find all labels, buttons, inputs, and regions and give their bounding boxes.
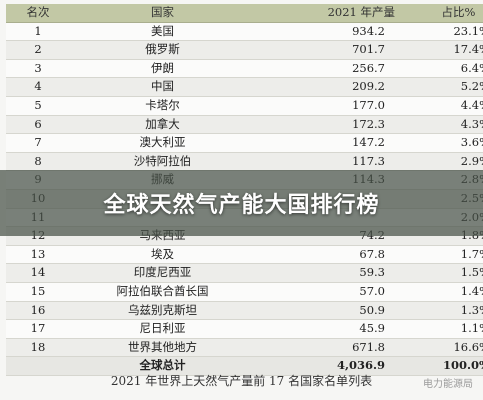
share-cell: 23.1% (421, 22, 483, 42)
share-cell: 5.2% (421, 77, 483, 97)
share-cell: 1.4% (421, 282, 483, 302)
country-cell: 卡塔尔 (70, 96, 255, 116)
rank-cell: 4 (6, 77, 70, 97)
watermark: 电力能源局 (423, 379, 473, 390)
rank-cell: 3 (6, 59, 70, 79)
total-production: 4,036.9 (255, 356, 421, 376)
production-cell: 57.0 (255, 282, 421, 302)
header-country: 国家 (70, 4, 255, 23)
country-cell: 乌兹别克斯坦 (70, 301, 255, 321)
production-cell: 701.7 (255, 40, 421, 60)
country-cell: 世界其他地方 (70, 338, 255, 358)
country-cell: 加拿大 (70, 115, 255, 135)
total-label: 全球总计 (70, 356, 255, 376)
production-cell: 177.0 (255, 96, 421, 116)
production-cell: 67.8 (255, 245, 421, 265)
production-cell: 671.8 (255, 338, 421, 358)
share-cell: 1.1% (421, 319, 483, 339)
total-rank-cell (6, 356, 70, 376)
rank-cell: 14 (6, 263, 70, 283)
production-cell: 209.2 (255, 77, 421, 97)
country-cell: 美国 (70, 22, 255, 42)
banner-title: 全球天然气产能大国排行榜 (103, 193, 380, 218)
table-caption: 2021 年世界上天然气产量前 17 名国家名单列表 (110, 374, 373, 388)
rank-cell: 7 (6, 133, 70, 153)
production-cell: 45.9 (255, 319, 421, 339)
share-cell: 6.4% (421, 59, 483, 79)
country-cell: 沙特阿拉伯 (70, 152, 255, 172)
share-cell: 16.6% (421, 338, 483, 358)
rank-cell: 2 (6, 40, 70, 60)
table-header-row: 名次 国家 2021 年产量 占比% (6, 4, 483, 23)
country-cell: 伊朗 (70, 59, 255, 79)
share-cell: 1.5% (421, 263, 483, 283)
production-cell: 934.2 (255, 22, 421, 42)
production-cell: 147.2 (255, 133, 421, 153)
country-cell: 印度尼西亚 (70, 263, 255, 283)
country-cell: 埃及 (70, 245, 255, 265)
production-cell: 59.3 (255, 263, 421, 283)
rank-cell: 6 (6, 115, 70, 135)
share-cell: 1.3% (421, 301, 483, 321)
rank-cell: 5 (6, 96, 70, 116)
share-cell: 17.4% (421, 40, 483, 60)
rank-cell: 13 (6, 245, 70, 265)
country-cell: 尼日利亚 (70, 319, 255, 339)
rank-cell: 17 (6, 319, 70, 339)
share-cell: 1.7% (421, 245, 483, 265)
share-cell: 4.4% (421, 96, 483, 116)
production-cell: 50.9 (255, 301, 421, 321)
title-banner: 全球天然气产能大国排行榜 (0, 170, 483, 236)
share-cell: 3.6% (421, 133, 483, 153)
table-total-row: 全球总计 4,036.9 100.0% (6, 356, 483, 376)
header-share: 占比% (421, 4, 483, 23)
country-cell: 澳大利亚 (70, 133, 255, 153)
production-cell: 117.3 (255, 152, 421, 172)
country-cell: 阿拉伯联合酋长国 (70, 282, 255, 302)
header-rank: 名次 (6, 4, 70, 23)
rank-cell: 8 (6, 152, 70, 172)
total-share: 100.0% (421, 356, 483, 376)
rank-cell: 16 (6, 301, 70, 321)
production-cell: 172.3 (255, 115, 421, 135)
header-production: 2021 年产量 (255, 4, 421, 23)
share-cell: 2.9% (421, 152, 483, 172)
share-cell: 4.3% (421, 115, 483, 135)
rank-cell: 1 (6, 22, 70, 42)
country-cell: 俄罗斯 (70, 40, 255, 60)
rank-cell: 18 (6, 338, 70, 358)
production-cell: 256.7 (255, 59, 421, 79)
rank-cell: 15 (6, 282, 70, 302)
country-cell: 中国 (70, 77, 255, 97)
